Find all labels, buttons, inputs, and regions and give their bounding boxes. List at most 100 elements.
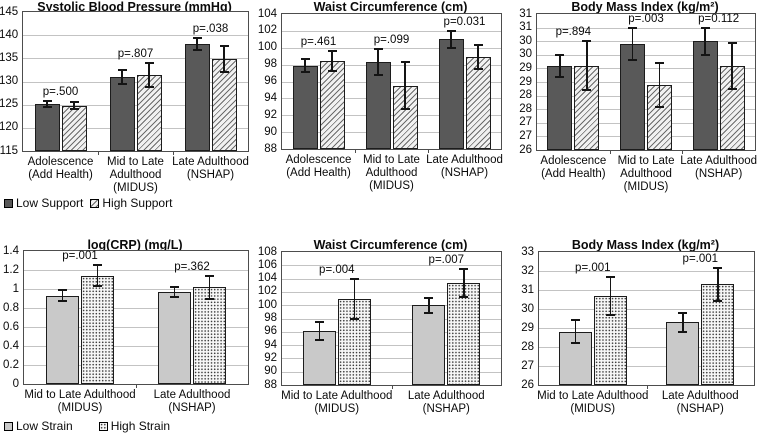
- error-bar-cap-top: [473, 44, 483, 47]
- bar-high-strain: [447, 283, 481, 385]
- y-tick-label: 130: [0, 75, 19, 87]
- error-bar-line: [173, 287, 176, 297]
- y-tick-label: 26: [521, 378, 534, 391]
- gridline: [282, 64, 501, 66]
- y-tick-label: 31: [519, 7, 532, 20]
- error-bar-cap-bottom: [446, 46, 456, 49]
- legend-strain: Low Strain High Strain: [4, 419, 170, 433]
- bar-high-strain: [701, 284, 735, 385]
- gridline: [23, 58, 248, 60]
- error-bar-line: [477, 45, 479, 69]
- error-bar-cap-top: [349, 277, 359, 280]
- x-category-label-line: (Add Health): [28, 169, 93, 181]
- error-bar-cap-bottom: [555, 75, 565, 78]
- error-bar-cap-bottom: [424, 311, 434, 314]
- gridline: [282, 47, 501, 49]
- chart-body-mass-index-bottom: Body Mass Index (kg/m²) 33 32 31 30 29 28 27 26…: [506, 228, 760, 438]
- error-bar-line: [428, 297, 430, 313]
- error-bar-cap-top: [219, 44, 229, 47]
- error-bar-line: [73, 102, 75, 109]
- gridline: [282, 265, 501, 267]
- y-tick-label: 96: [264, 75, 277, 87]
- error-bar-line: [61, 289, 64, 302]
- error-bar-line: [196, 38, 198, 50]
- error-bar-line: [559, 54, 561, 77]
- gridline: [539, 366, 754, 367]
- error-bar-cap-top: [42, 99, 52, 102]
- x-axis-tick: [173, 151, 174, 155]
- gridline: [24, 365, 248, 366]
- x-category-label-line: (NSHAP): [695, 168, 743, 180]
- error-bar-cap-top: [69, 101, 79, 104]
- y-tick-label: 100: [257, 298, 277, 311]
- error-bar-cap-bottom: [655, 105, 664, 108]
- error-bar-line: [377, 49, 379, 75]
- gridline: [23, 127, 248, 129]
- gridline: [282, 30, 501, 32]
- y-tick-label: 27: [519, 116, 532, 129]
- bar-high-support: [465, 57, 491, 149]
- y-tick-label: 92: [264, 351, 277, 364]
- legend-label: High Strain: [110, 419, 171, 433]
- bar-high-support: [136, 75, 162, 151]
- error-bar-cap-top: [727, 41, 737, 44]
- high-strain-swatch-icon: [98, 421, 108, 431]
- bar-low-support: [34, 103, 60, 151]
- error-bar-cap-bottom: [570, 342, 580, 345]
- error-bar-cap-bottom: [459, 296, 469, 299]
- bar-low-strain: [412, 305, 446, 385]
- y-tick-label: 94: [264, 91, 277, 104]
- error-bar-line: [46, 100, 48, 107]
- error-bar-line: [450, 30, 452, 48]
- legend-label: Low Strain: [16, 419, 73, 433]
- error-bar-cap-bottom: [300, 71, 310, 74]
- y-tick-label: 104: [257, 7, 277, 20]
- gridline: [539, 347, 754, 348]
- error-bar-line: [148, 63, 150, 87]
- y-tick-label: 102: [257, 285, 277, 298]
- x-category-label-line: Late Adulthood: [661, 390, 739, 402]
- error-bar-cap-top: [93, 264, 102, 267]
- x-category-label-line: Adolescence: [540, 155, 607, 167]
- gridline: [537, 122, 755, 124]
- x-category-label-line: Adulthood: [109, 169, 162, 181]
- error-bar-cap-bottom: [373, 73, 383, 76]
- y-tick-label: 88: [264, 142, 277, 155]
- error-bar-cap-top: [605, 275, 615, 278]
- p-value-label: p=.894: [555, 26, 592, 39]
- x-category-label-line: (MIDUS): [369, 180, 414, 192]
- error-bar-cap-bottom: [117, 83, 127, 86]
- gridline: [282, 331, 501, 333]
- error-bar-line: [704, 27, 706, 55]
- p-value-label: p=.007: [428, 254, 465, 267]
- bar-low-support: [547, 65, 573, 150]
- y-tick-label: 90: [264, 125, 277, 138]
- bar-low-support: [184, 44, 210, 151]
- y-tick-label: 104: [257, 272, 277, 285]
- p-value-label: p=.807: [117, 48, 154, 61]
- x-category-label: Mid to Late Adulthood (MIDUS): [534, 390, 652, 416]
- error-bar-cap-bottom: [144, 85, 154, 88]
- x-category-label-line: Late Adulthood: [153, 389, 231, 401]
- legend-label: Low Support: [16, 196, 84, 210]
- bar-low-support: [292, 65, 318, 149]
- y-tick-label: 145: [0, 5, 19, 18]
- error-bar-line: [717, 268, 719, 301]
- legend-support: Low Support High Support: [4, 196, 172, 210]
- x-category-label-line: Adolescence: [27, 156, 94, 168]
- p-value-label: p=.461: [300, 36, 337, 49]
- bar-high-strain: [81, 275, 114, 384]
- y-tick-label: 27: [521, 359, 534, 372]
- x-category-label: Late Adulthood (NSHAP): [168, 156, 253, 182]
- y-tick-label: 90: [264, 365, 277, 378]
- chart-title: log(CRP) (mg/L): [87, 238, 183, 252]
- x-axis-tick: [98, 151, 99, 155]
- x-category-label-line: (MIDUS): [113, 182, 158, 194]
- gridline: [282, 345, 501, 347]
- x-category-label: Adolescence (Add Health): [18, 156, 103, 182]
- chart-systolic-blood-pressure: Systolic Blood Pressure (mmHg) 145 140 135…: [0, 0, 253, 228]
- gridline: [537, 95, 755, 97]
- error-bar-line: [731, 42, 733, 89]
- error-bar-line: [96, 265, 99, 287]
- error-bar-line: [318, 322, 320, 341]
